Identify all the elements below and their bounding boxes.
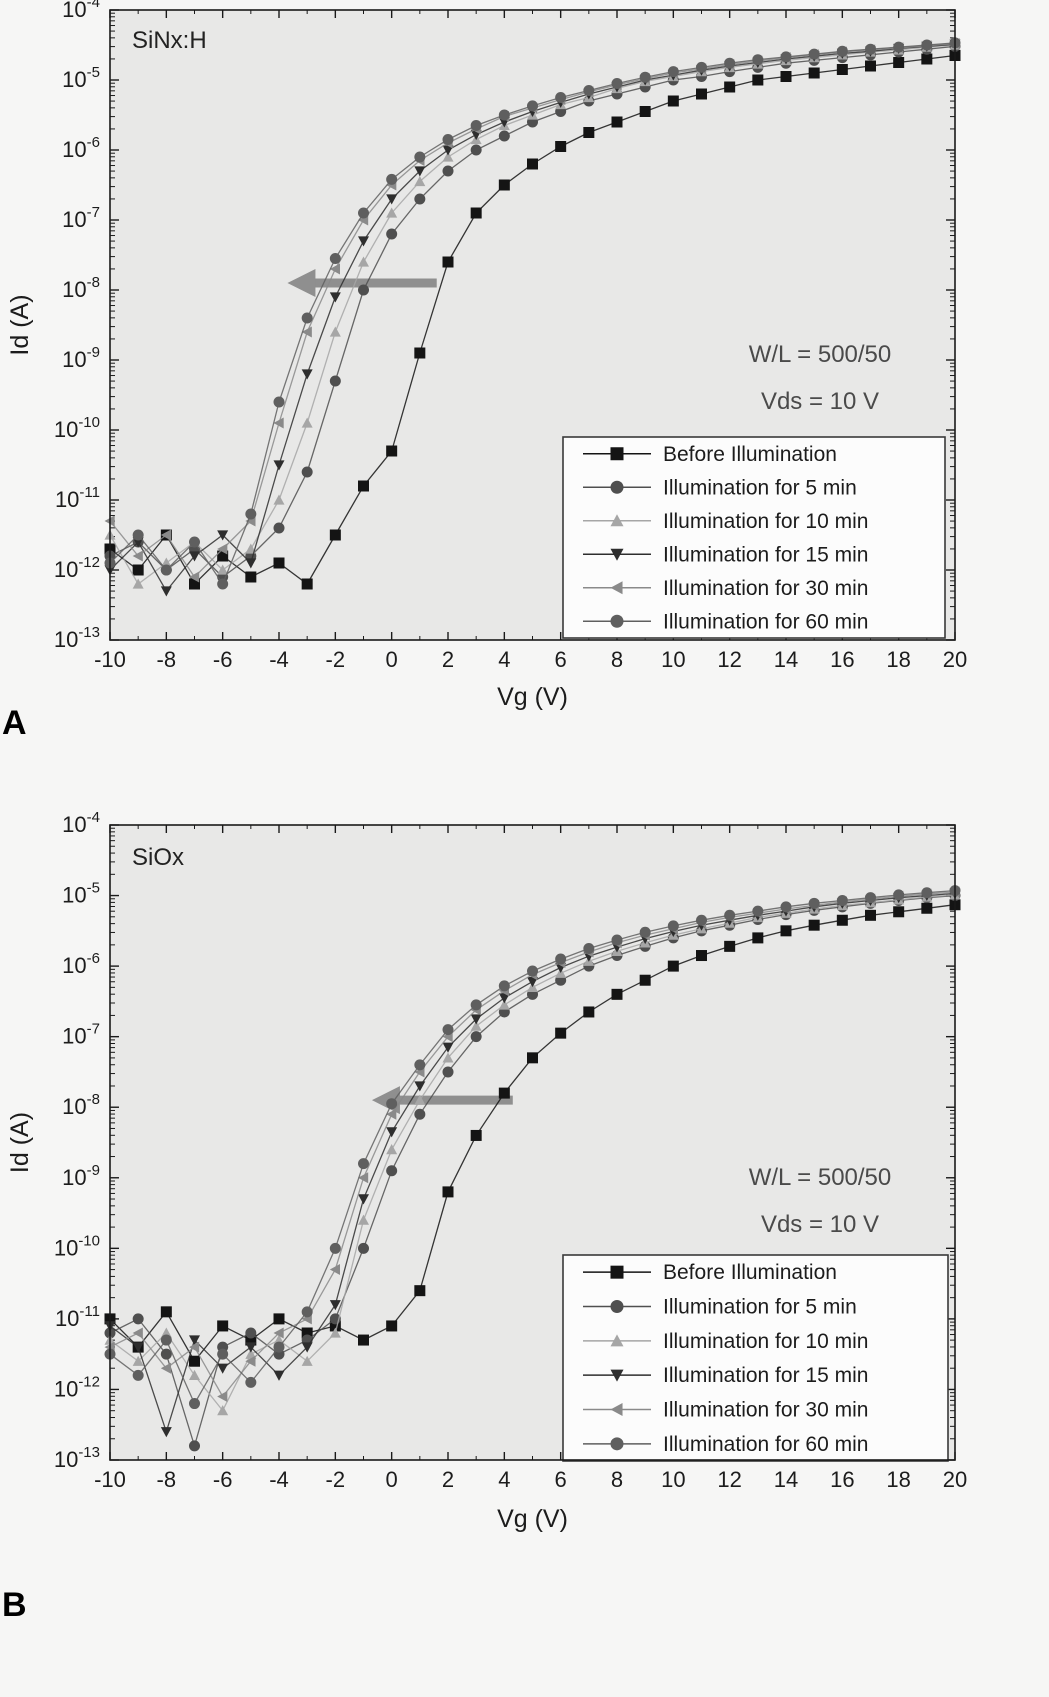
panel-letter-a: A bbox=[2, 704, 27, 742]
svg-text:8: 8 bbox=[611, 1467, 623, 1492]
svg-text:Vg (V): Vg (V) bbox=[497, 1505, 568, 1533]
svg-text:-2: -2 bbox=[326, 1467, 346, 1492]
svg-text:10-10: 10-10 bbox=[54, 414, 100, 442]
svg-text:6: 6 bbox=[555, 1467, 567, 1492]
svg-text:Before Illumination: Before Illumination bbox=[663, 1261, 837, 1284]
svg-text:14: 14 bbox=[774, 647, 798, 672]
svg-text:18: 18 bbox=[886, 1467, 910, 1492]
svg-text:-8: -8 bbox=[157, 647, 177, 672]
panel-letter-b: B bbox=[2, 1586, 27, 1624]
svg-text:Illumination for 15 min: Illumination for 15 min bbox=[663, 543, 868, 566]
svg-text:-4: -4 bbox=[269, 647, 289, 672]
svg-text:10: 10 bbox=[661, 1467, 685, 1492]
svg-text:Illumination for 60 min: Illumination for 60 min bbox=[663, 1433, 868, 1456]
svg-text:10-11: 10-11 bbox=[55, 1303, 100, 1331]
svg-text:14: 14 bbox=[774, 1467, 798, 1492]
svg-text:10-5: 10-5 bbox=[62, 64, 100, 92]
svg-text:SiOx: SiOx bbox=[132, 844, 184, 871]
svg-text:10-4: 10-4 bbox=[62, 0, 100, 22]
panel-a: 10-4 10-5 10-6 10-7 10-8 10-9 10-10 10-11 10-12 1… bbox=[0, 0, 1049, 770]
svg-text:-6: -6 bbox=[213, 647, 233, 672]
svg-text:Illumination for 30 min: Illumination for 30 min bbox=[663, 1399, 868, 1422]
svg-text:4: 4 bbox=[498, 647, 510, 672]
svg-text:-10: -10 bbox=[94, 647, 126, 672]
svg-text:12: 12 bbox=[717, 647, 741, 672]
svg-text:Vds = 10 V: Vds = 10 V bbox=[761, 388, 879, 415]
svg-text:20: 20 bbox=[943, 1467, 967, 1492]
panel-b: 10-4 10-5 10-6 10-7 10-8 10-9 10-10 10-11 10-12 1… bbox=[0, 770, 1049, 1697]
svg-text:Before Illumination: Before Illumination bbox=[663, 443, 837, 466]
chart-siox-transfer: 10-410-510-610-710-810-910-1010-1110-121… bbox=[6, 809, 967, 1533]
svg-text:2: 2 bbox=[442, 1467, 454, 1492]
svg-text:6: 6 bbox=[555, 647, 567, 672]
svg-text:Illumination for 10 min: Illumination for 10 min bbox=[663, 510, 868, 533]
svg-text:-4: -4 bbox=[269, 1467, 289, 1492]
svg-text:10-9: 10-9 bbox=[62, 1162, 100, 1190]
svg-text:18: 18 bbox=[886, 647, 910, 672]
svg-text:Id (A): Id (A) bbox=[6, 1112, 34, 1173]
svg-text:10-13: 10-13 bbox=[54, 624, 100, 652]
svg-text:0: 0 bbox=[386, 647, 398, 672]
svg-text:10-12: 10-12 bbox=[54, 554, 100, 582]
svg-text:16: 16 bbox=[830, 1467, 854, 1492]
svg-text:0: 0 bbox=[386, 1467, 398, 1492]
svg-text:2: 2 bbox=[442, 647, 454, 672]
svg-text:SiNx:H: SiNx:H bbox=[132, 27, 207, 54]
svg-text:Vg (V): Vg (V) bbox=[497, 683, 568, 711]
svg-text:W/L = 500/50: W/L = 500/50 bbox=[749, 1164, 892, 1191]
svg-text:Illumination for 60 min: Illumination for 60 min bbox=[663, 610, 868, 633]
svg-text:10-8: 10-8 bbox=[62, 1091, 100, 1119]
svg-text:4: 4 bbox=[498, 1467, 510, 1492]
svg-text:Illumination for 10 min: Illumination for 10 min bbox=[663, 1330, 868, 1353]
svg-text:10-6: 10-6 bbox=[62, 134, 100, 162]
chart-sinx-transfer: 10-410-510-610-710-810-910-1010-1110-121… bbox=[6, 0, 967, 711]
svg-text:Illumination for 5 min: Illumination for 5 min bbox=[663, 1296, 857, 1319]
svg-text:Illumination for 15 min: Illumination for 15 min bbox=[663, 1364, 868, 1387]
svg-text:Id (A): Id (A) bbox=[6, 294, 34, 355]
svg-text:-10: -10 bbox=[94, 1467, 126, 1492]
svg-text:-2: -2 bbox=[326, 647, 346, 672]
svg-text:10-10: 10-10 bbox=[54, 1232, 100, 1260]
svg-text:10-6: 10-6 bbox=[62, 950, 100, 978]
svg-text:10-5: 10-5 bbox=[62, 880, 100, 908]
svg-text:Illumination for 5 min: Illumination for 5 min bbox=[663, 476, 857, 499]
svg-text:10-13: 10-13 bbox=[54, 1444, 100, 1472]
svg-text:-6: -6 bbox=[213, 1467, 233, 1492]
svg-text:10-8: 10-8 bbox=[62, 274, 100, 302]
svg-text:10-12: 10-12 bbox=[54, 1373, 100, 1401]
svg-text:10-7: 10-7 bbox=[62, 204, 100, 232]
svg-text:12: 12 bbox=[717, 1467, 741, 1492]
svg-text:Vds = 10 V: Vds = 10 V bbox=[761, 1211, 879, 1238]
svg-text:W/L = 500/50: W/L = 500/50 bbox=[749, 341, 892, 368]
svg-text:10: 10 bbox=[661, 647, 685, 672]
svg-text:10-7: 10-7 bbox=[62, 1021, 100, 1049]
svg-text:16: 16 bbox=[830, 647, 854, 672]
svg-text:-8: -8 bbox=[157, 1467, 177, 1492]
svg-text:10-9: 10-9 bbox=[62, 344, 100, 372]
svg-text:20: 20 bbox=[943, 647, 967, 672]
svg-text:Illumination for 30 min: Illumination for 30 min bbox=[663, 577, 868, 600]
svg-text:8: 8 bbox=[611, 647, 623, 672]
svg-text:10-11: 10-11 bbox=[55, 484, 100, 512]
svg-text:10-4: 10-4 bbox=[62, 809, 100, 837]
